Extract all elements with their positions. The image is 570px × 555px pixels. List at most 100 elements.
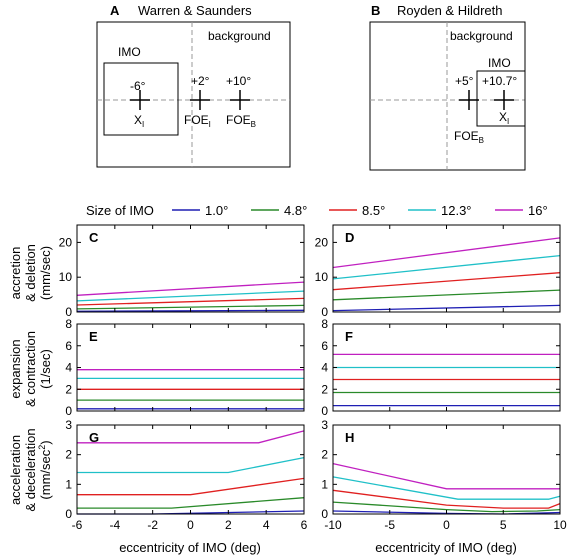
- x-axis-label-right: eccentricity of IMO (deg): [375, 540, 517, 555]
- marker-value: +2°: [191, 74, 210, 88]
- y-tick-label: 4: [321, 361, 328, 375]
- legend-label: 1.0°: [205, 203, 228, 218]
- diagram-a: A Warren & Saunders background IMO -6° X…: [96, 3, 291, 168]
- legend-title: Size of IMO: [86, 203, 154, 218]
- x-tick-label: 5: [500, 518, 507, 532]
- diagram-a-title: Warren & Saunders: [138, 3, 252, 18]
- row-label-line: accretion: [8, 247, 23, 300]
- y-tick-label: 3: [321, 418, 328, 432]
- marker-value: +10°: [226, 74, 251, 88]
- y-tick-label: 6: [321, 339, 328, 353]
- row-label-line: expansion: [8, 339, 23, 398]
- diagram-a-frame: [96, 21, 291, 168]
- y-tick-label: 1: [321, 477, 328, 491]
- marker-subscript: I: [142, 120, 144, 129]
- row-label-line: (mm/sec): [38, 246, 53, 300]
- x-tick-label: -2: [147, 518, 158, 532]
- series-line: [77, 430, 305, 444]
- diagram-b-letter: B: [371, 3, 380, 18]
- panel-letter: G: [89, 430, 99, 445]
- y-tick-label: 10: [59, 270, 73, 284]
- diagram-b-imo-box: [476, 70, 526, 127]
- series-line: [76, 290, 305, 302]
- y-tick-label: 8: [65, 317, 72, 331]
- chart-panel-d: 0 10 20 D: [315, 224, 561, 319]
- x-tick-label: -10: [324, 518, 342, 532]
- x-tick-label: 0: [443, 518, 450, 532]
- chart-panel-c: 0 10 20 C: [59, 224, 305, 319]
- y-tick-label: 2: [321, 448, 328, 462]
- x-tick-label: -4: [109, 518, 120, 532]
- y-tick-label: 0: [65, 404, 72, 418]
- y-tick-label: 0: [321, 507, 328, 521]
- x-tick-label: 2: [225, 518, 232, 532]
- x-axis-label-left: eccentricity of IMO (deg): [119, 540, 261, 555]
- diagram-b-title: Royden & Hildreth: [397, 3, 503, 18]
- y-tick-label: 3: [65, 418, 72, 432]
- y-tick-label: 2: [65, 448, 72, 462]
- series-line: [332, 501, 561, 513]
- marker-value: +10.7°: [482, 74, 517, 88]
- legend-label: 16°: [528, 203, 548, 218]
- y-tick-label: 1: [65, 477, 72, 491]
- diagram-b-background-label: background: [450, 29, 513, 43]
- row-label-line: & contraction: [23, 331, 38, 407]
- row-label-line: acceleration: [8, 435, 23, 505]
- series-line: [77, 456, 305, 474]
- marker-name: FOEB: [226, 113, 256, 129]
- panel-letter: C: [89, 230, 99, 245]
- diagram-a-imo-box: [103, 62, 179, 136]
- y-tick-label: 0: [321, 404, 328, 418]
- x-tick-label: 10: [553, 518, 567, 532]
- marker-subscript: B: [251, 120, 256, 129]
- y-tick-label: 0: [65, 305, 72, 319]
- y-tick-label: 0: [65, 507, 72, 521]
- marker-name: XI: [134, 113, 144, 129]
- series-line: [77, 497, 305, 509]
- chart-panel-f: 0 2 4 6 8 F: [321, 317, 561, 418]
- marker-name: XI: [499, 110, 509, 126]
- y-tick-label: 20: [315, 235, 329, 249]
- legend: Size of IMO 1.0° 4.8° 8.5° 12.3° 16°: [86, 203, 548, 218]
- panel-letter: F: [345, 329, 353, 344]
- series-line: [332, 254, 561, 280]
- diagram-b-imo-label: IMO: [488, 56, 511, 70]
- row-label-line: (1/sec): [38, 349, 53, 389]
- y-tick-label: 0: [321, 305, 328, 319]
- series-line: [332, 289, 561, 301]
- row-label-line: & deletion: [23, 244, 38, 302]
- marker-subscript: I: [209, 120, 211, 129]
- axes-frame: [76, 323, 305, 412]
- diagram-a-imo-label: IMO: [118, 45, 141, 59]
- series-line: [332, 237, 561, 269]
- y-tick-label: 2: [65, 382, 72, 396]
- x-tick-label: 4: [263, 518, 270, 532]
- diagram-a-background-label: background: [208, 29, 271, 43]
- x-tick-label: -5: [384, 518, 395, 532]
- panel-letter: H: [345, 430, 354, 445]
- y-tick-label: 10: [315, 270, 329, 284]
- chart-panel-g: 0 1 2 3 -6 -4 -2 0 2 4 6 G: [65, 418, 307, 532]
- row-label-expansion: expansion & contraction (1/sec): [8, 331, 53, 407]
- panel-letter: D: [345, 230, 354, 245]
- marker-value: -6°: [130, 79, 146, 93]
- row-label-line: & deceleration: [23, 428, 38, 511]
- marker-subscript: B: [479, 136, 484, 145]
- marker-name: FOEI: [184, 113, 211, 129]
- series-line: [76, 297, 305, 306]
- y-tick-label: 20: [59, 235, 73, 249]
- chart-panel-e: 0 2 4 6 8 E: [65, 317, 305, 418]
- row-label-accretion: accretion & deletion (mm/sec): [8, 244, 53, 302]
- legend-label: 4.8°: [284, 203, 307, 218]
- x-tick-label: 6: [301, 518, 308, 532]
- x-tick-label: -6: [72, 518, 83, 532]
- row-label-line: (mm/sec2): [37, 440, 53, 499]
- row-label-acceleration: acceleration & deceleration (mm/sec2): [8, 428, 53, 511]
- y-tick-label: 2: [321, 382, 328, 396]
- y-tick-label: 8: [321, 317, 328, 331]
- axes-frame: [332, 424, 561, 515]
- marker-value: +5°: [455, 74, 474, 88]
- y-tick-label: 6: [65, 339, 72, 353]
